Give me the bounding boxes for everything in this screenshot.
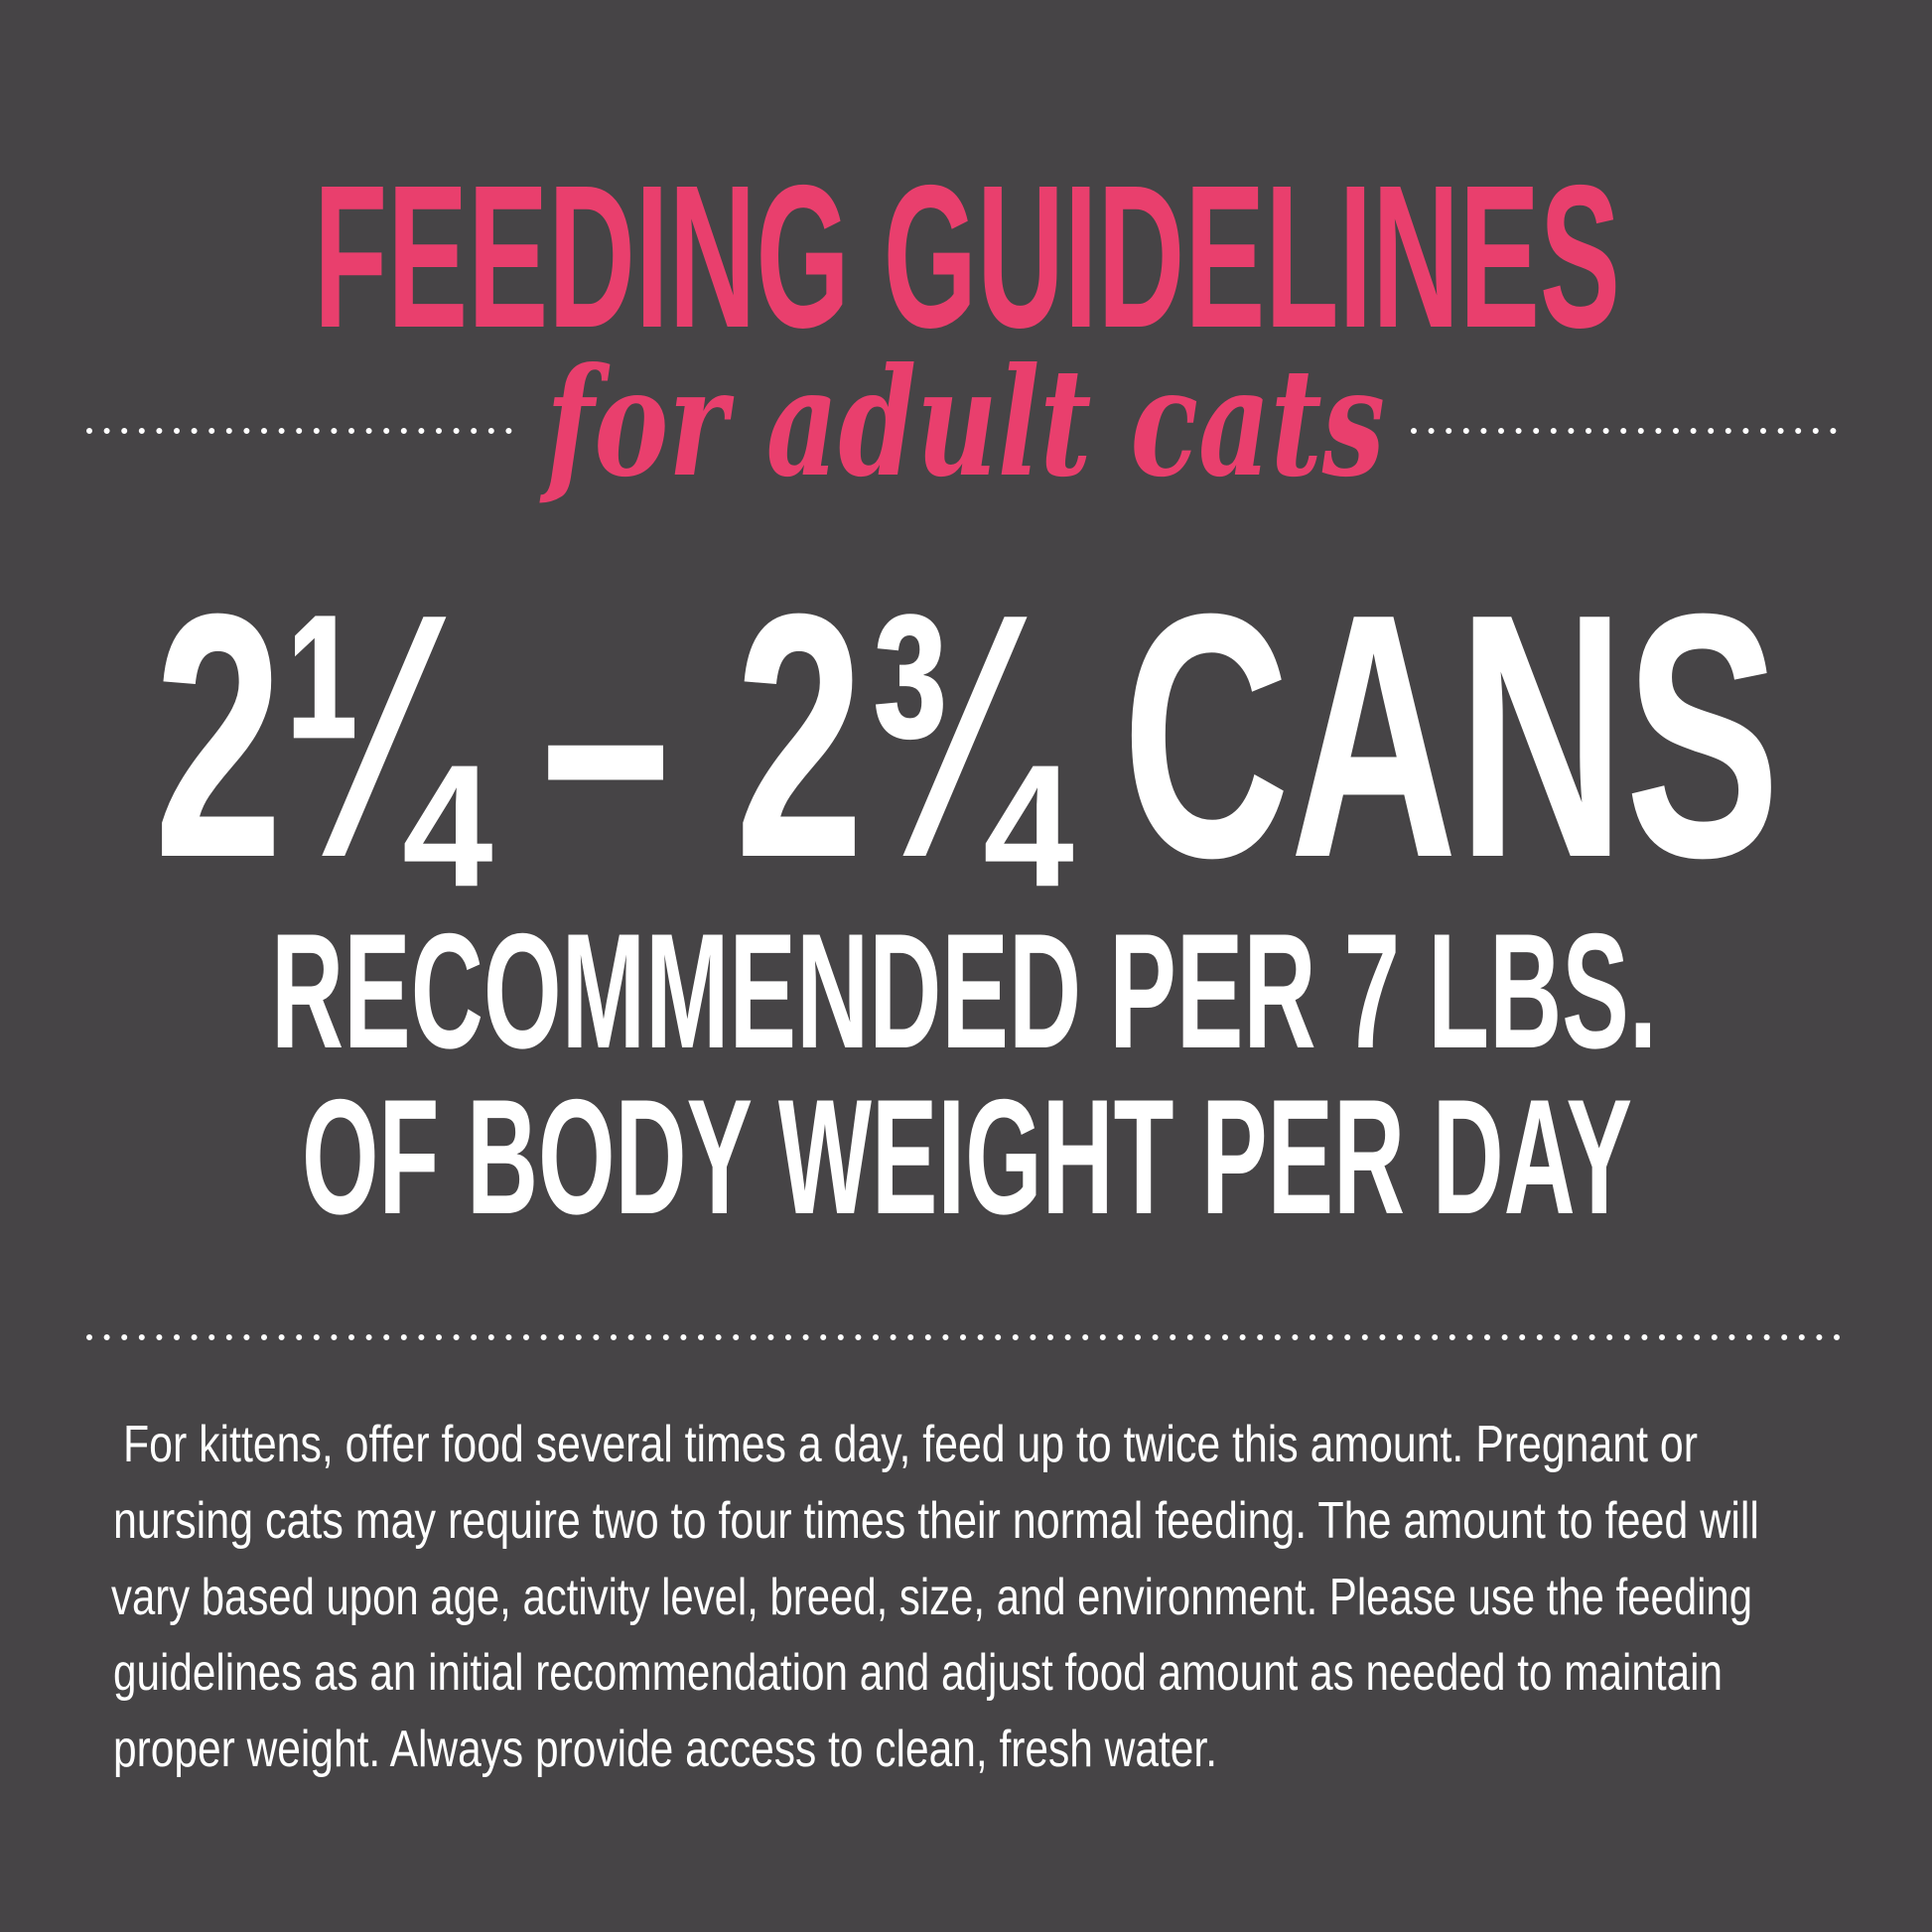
amount-headline: 2¼ – 2¾ CANS <box>154 542 1780 930</box>
title: FEEDING GUIDELINES <box>314 143 1620 370</box>
note-line: For kittens, offer food several times a … <box>123 1416 1698 1473</box>
note-line: proper weight. Always provide access to … <box>113 1721 1217 1778</box>
subtitle: for adult cats <box>539 336 1385 510</box>
note-line: vary based upon age, activity level, bre… <box>111 1569 1752 1626</box>
feeding-note: For kittens, offer food several times a … <box>111 1416 1759 1778</box>
note-line: nursing cats may require two to four tim… <box>113 1492 1759 1550</box>
note-line: guidelines as an initial recommendation … <box>113 1644 1723 1702</box>
recommendation-line-1: RECOMMENDED PER 7 LBS. <box>271 899 1657 1082</box>
recommendation-line-2: OF BODY WEIGHT PER DAY <box>302 1065 1632 1248</box>
